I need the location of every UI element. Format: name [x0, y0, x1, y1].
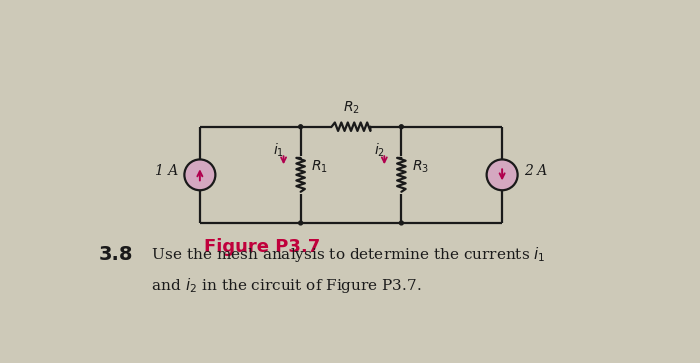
Text: Use the mesh analysis to determine the currents $i_1$: Use the mesh analysis to determine the c… — [141, 245, 545, 264]
Text: $i_1$: $i_1$ — [274, 142, 284, 159]
Text: $R_3$: $R_3$ — [412, 159, 429, 175]
Circle shape — [184, 159, 216, 190]
Text: $R_1$: $R_1$ — [312, 159, 328, 175]
Circle shape — [299, 125, 302, 129]
Circle shape — [400, 125, 403, 129]
Text: $R_2$: $R_2$ — [342, 99, 359, 116]
Circle shape — [299, 221, 302, 225]
Text: Figure P3.7: Figure P3.7 — [204, 238, 320, 256]
Text: and $i_2$ in the circuit of Figure P3.7.: and $i_2$ in the circuit of Figure P3.7. — [141, 276, 421, 294]
Text: $i_2$: $i_2$ — [374, 142, 385, 159]
Text: 3.8: 3.8 — [98, 245, 133, 264]
Text: 2 A: 2 A — [524, 164, 547, 178]
Circle shape — [400, 221, 403, 225]
Circle shape — [486, 159, 517, 190]
Text: 1 A: 1 A — [155, 164, 178, 178]
